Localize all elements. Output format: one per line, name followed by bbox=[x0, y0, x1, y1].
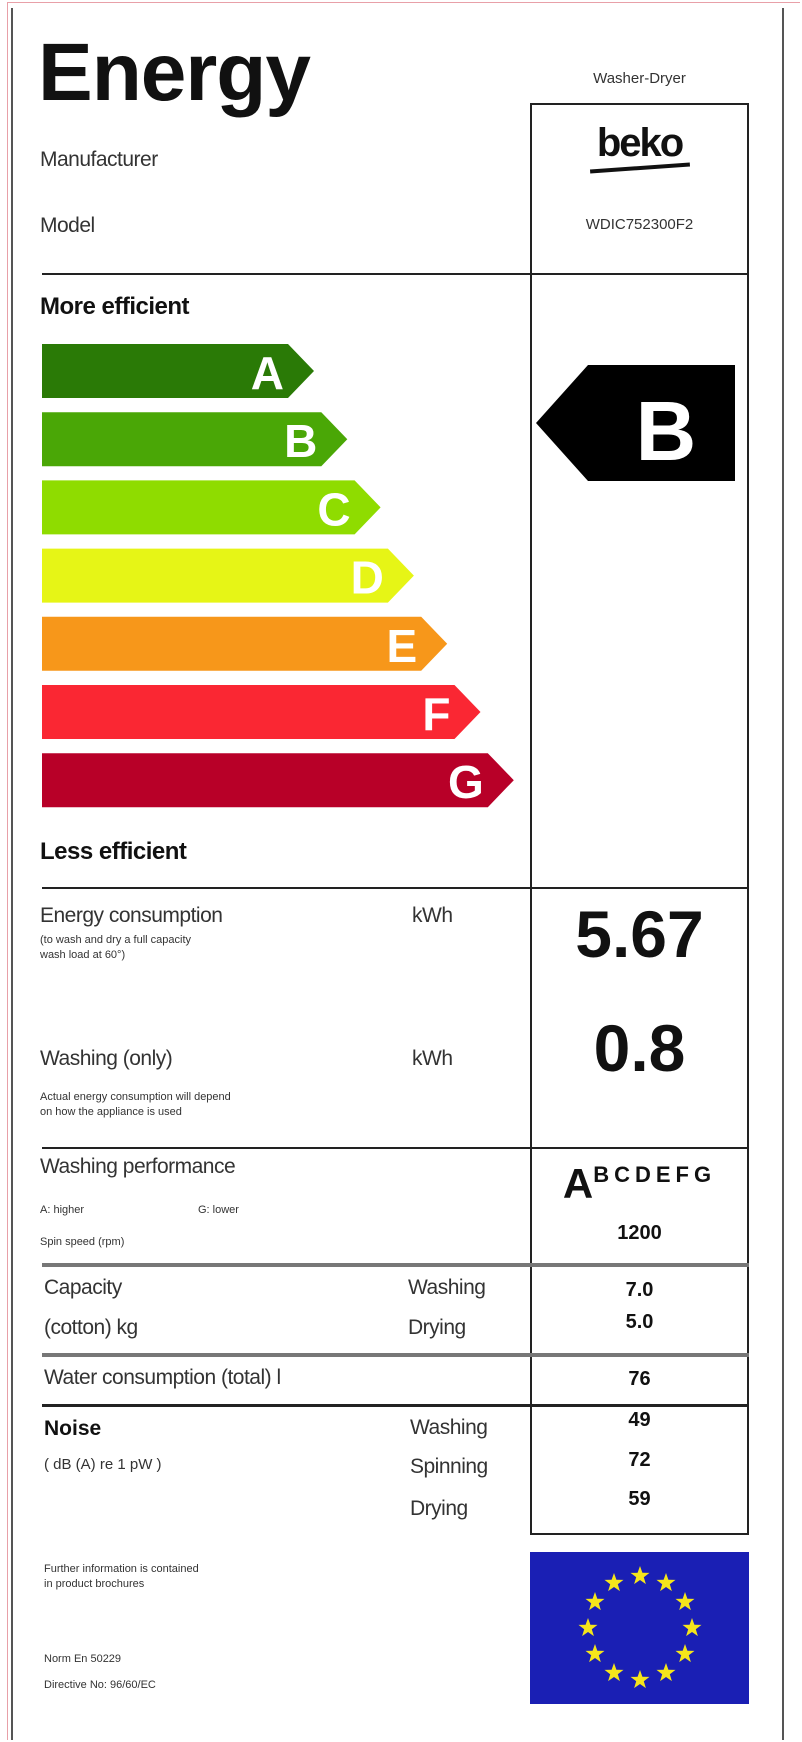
rating-letter: B bbox=[636, 384, 697, 478]
spin-speed-label: Spin speed (rpm) bbox=[40, 1236, 125, 1248]
performance-lower: G: lower bbox=[198, 1204, 239, 1216]
noise-drying-label: Drying bbox=[410, 1497, 468, 1520]
efficiency-bar-letter: E bbox=[387, 620, 418, 672]
washing-performance-label: Washing performance bbox=[40, 1155, 236, 1178]
appliance-type: Washer-Dryer bbox=[593, 70, 686, 87]
label-frame bbox=[11, 8, 784, 1740]
capacity-washing-value: 7.0 bbox=[625, 1279, 654, 1301]
star-icon bbox=[656, 1573, 676, 1592]
divider bbox=[42, 887, 749, 889]
brand-logo: beko bbox=[530, 121, 749, 174]
washing-note-line: on how the appliance is used bbox=[40, 1106, 182, 1118]
water-consumption-value: 76 bbox=[628, 1368, 651, 1390]
divider bbox=[42, 1263, 749, 1267]
efficiency-bar-letter: C bbox=[317, 483, 350, 535]
efficiency-bar-shape bbox=[42, 344, 314, 398]
efficiency-bar-letter: G bbox=[448, 756, 484, 808]
model-label: Model bbox=[40, 214, 95, 237]
noise-spinning-value: 72 bbox=[628, 1449, 651, 1471]
star-icon bbox=[578, 1618, 598, 1637]
efficiency-bar-e: E bbox=[42, 616, 448, 672]
energy-unit: kWh bbox=[412, 904, 453, 927]
noise-spinning-label: Spinning bbox=[410, 1455, 488, 1478]
noise-washing-value: 49 bbox=[628, 1409, 651, 1431]
performance-rating-scale: BCDEFG bbox=[593, 1162, 717, 1187]
less-efficient-label: Less efficient bbox=[40, 838, 187, 865]
energy-consumption-label: Energy consumption bbox=[40, 904, 223, 927]
capacity-label: Capacity bbox=[44, 1276, 122, 1299]
noise-washing-label: Washing bbox=[410, 1416, 488, 1439]
washing-only-unit: kWh bbox=[412, 1047, 453, 1070]
water-unit: l bbox=[276, 1366, 282, 1389]
efficiency-bar-letter: F bbox=[422, 688, 450, 740]
efficiency-bar-shape bbox=[42, 480, 381, 535]
efficiency-scale: ABCDEFG B bbox=[42, 344, 735, 808]
further-info-line: Further information is contained bbox=[44, 1563, 199, 1575]
capacity-unit-label: (cotton) kg bbox=[44, 1316, 138, 1339]
eu-flag bbox=[530, 1552, 749, 1704]
efficiency-bar-f: F bbox=[42, 685, 481, 740]
star-icon bbox=[675, 1644, 695, 1663]
noise-drying-value: 59 bbox=[628, 1488, 651, 1510]
efficiency-bar-g: G bbox=[42, 753, 514, 808]
energy-consumption-value: 5.67 bbox=[575, 897, 704, 971]
efficiency-bar-b: B bbox=[42, 412, 348, 467]
norm-text: Norm En 50229 bbox=[44, 1653, 122, 1665]
star-icon bbox=[604, 1573, 624, 1592]
star-icon bbox=[630, 1670, 650, 1689]
efficiency-bar-letter: D bbox=[351, 552, 384, 604]
capacity-drying-value: 5.0 bbox=[625, 1311, 654, 1333]
divider bbox=[42, 1353, 749, 1357]
spin-speed-value: 1200 bbox=[617, 1222, 662, 1244]
star-icon bbox=[585, 1592, 605, 1611]
star-icon bbox=[585, 1644, 605, 1663]
capacity-washing-label: Washing bbox=[408, 1276, 486, 1299]
brand-logo-text: beko bbox=[596, 121, 684, 165]
washing-only-value: 0.8 bbox=[593, 1011, 686, 1085]
water-label-text: Water consumption (total) bbox=[44, 1366, 272, 1389]
further-info: Further information is contained in produ… bbox=[44, 1562, 199, 1592]
label-title: Energy bbox=[38, 27, 311, 118]
washing-only-note: Actual energy consumption will depend on … bbox=[40, 1090, 231, 1120]
rating-arrow-shape bbox=[536, 365, 735, 481]
performance-rating-class: A bbox=[562, 1160, 594, 1207]
star-icon bbox=[656, 1663, 676, 1682]
efficiency-bar-letter: A bbox=[251, 347, 284, 399]
efficiency-bar-shape bbox=[42, 685, 481, 739]
noise-unit: ( dB (A) re 1 pW ) bbox=[44, 1456, 162, 1473]
efficiency-bar-shape bbox=[42, 412, 348, 467]
efficiency-bar-d: D bbox=[42, 548, 414, 604]
washing-only-label: Washing (only) bbox=[40, 1047, 173, 1070]
rating-arrow: B bbox=[536, 365, 735, 481]
right-column-box bbox=[530, 103, 749, 1535]
model-value: WDIC752300F2 bbox=[585, 216, 694, 233]
efficiency-bar-a: A bbox=[42, 344, 314, 399]
energy-note-line: wash load at 60°) bbox=[40, 949, 126, 961]
efficiency-bar-shape bbox=[42, 753, 514, 808]
efficiency-bar-shape bbox=[42, 616, 448, 671]
efficiency-bar-shape bbox=[42, 548, 414, 603]
energy-note: (to wash and dry a full capacity wash loa… bbox=[40, 933, 191, 963]
directive-text: Directive No: 96/60/EC bbox=[44, 1679, 156, 1691]
divider bbox=[42, 1147, 749, 1149]
capacity-drying-label: Drying bbox=[408, 1316, 466, 1339]
more-efficient-label: More efficient bbox=[40, 293, 190, 320]
star-icon bbox=[630, 1566, 650, 1585]
star-icon bbox=[682, 1618, 702, 1637]
noise-label: Noise bbox=[44, 1417, 102, 1440]
divider bbox=[42, 1404, 749, 1407]
efficiency-bar-letter: B bbox=[284, 415, 317, 467]
performance-higher: A: higher bbox=[40, 1204, 85, 1216]
outer-frame-red bbox=[7, 2, 800, 1740]
star-icon bbox=[675, 1592, 695, 1611]
efficiency-bar-c: C bbox=[42, 480, 381, 535]
manufacturer-label: Manufacturer bbox=[40, 148, 158, 171]
energy-note-line: (to wash and dry a full capacity bbox=[40, 934, 192, 946]
further-info-line: in product brochures bbox=[44, 1578, 145, 1590]
star-icon bbox=[604, 1663, 624, 1682]
washing-note-line: Actual energy consumption will depend bbox=[40, 1091, 231, 1103]
washing-performance-rating: ABCDEFG bbox=[530, 1160, 749, 1208]
divider bbox=[42, 273, 749, 275]
water-consumption-label: Water consumption (total) l bbox=[44, 1366, 281, 1390]
